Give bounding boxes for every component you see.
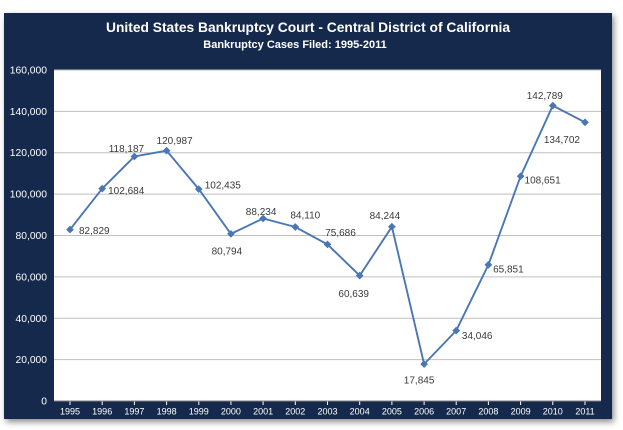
svg-text:160,000: 160,000	[10, 66, 47, 77]
svg-text:2011: 2011	[575, 407, 594, 417]
svg-text:2009: 2009	[511, 407, 531, 417]
svg-text:1998: 1998	[157, 407, 177, 417]
svg-text:80,794: 80,794	[212, 246, 243, 257]
svg-text:40,000: 40,000	[16, 314, 48, 325]
svg-text:2008: 2008	[478, 407, 498, 417]
svg-text:2002: 2002	[285, 407, 305, 417]
svg-text:102,435: 102,435	[205, 181, 242, 192]
svg-text:134,702: 134,702	[544, 135, 581, 146]
svg-text:2003: 2003	[317, 407, 337, 417]
svg-text:75,686: 75,686	[325, 228, 356, 239]
svg-text:2010: 2010	[543, 407, 563, 417]
svg-text:1999: 1999	[189, 407, 209, 417]
svg-text:108,651: 108,651	[525, 176, 562, 187]
svg-text:60,639: 60,639	[338, 289, 369, 300]
svg-text:2007: 2007	[446, 407, 466, 417]
svg-text:1995: 1995	[60, 407, 80, 417]
svg-text:142,789: 142,789	[527, 91, 564, 102]
svg-text:34,046: 34,046	[462, 331, 493, 342]
svg-text:100,000: 100,000	[10, 190, 47, 201]
svg-text:1997: 1997	[124, 407, 144, 417]
svg-text:118,187: 118,187	[109, 144, 145, 155]
svg-text:80,000: 80,000	[16, 231, 48, 242]
svg-text:120,000: 120,000	[10, 148, 47, 159]
svg-text:20,000: 20,000	[16, 355, 48, 366]
svg-text:2005: 2005	[382, 407, 402, 417]
svg-text:60,000: 60,000	[16, 272, 48, 283]
svg-text:84,244: 84,244	[370, 211, 401, 222]
svg-text:0: 0	[41, 397, 47, 408]
svg-text:2001: 2001	[253, 407, 273, 417]
svg-text:17,845: 17,845	[404, 376, 435, 387]
svg-text:120,987: 120,987	[157, 136, 194, 147]
svg-text:82,829: 82,829	[79, 226, 110, 237]
svg-text:2006: 2006	[414, 407, 434, 417]
svg-text:1996: 1996	[92, 407, 112, 417]
svg-text:2000: 2000	[221, 407, 241, 417]
svg-text:88,234: 88,234	[246, 207, 277, 218]
svg-text:2004: 2004	[350, 407, 370, 417]
svg-text:140,000: 140,000	[10, 107, 47, 118]
svg-text:65,851: 65,851	[493, 264, 524, 275]
svg-text:84,110: 84,110	[290, 211, 320, 222]
svg-text:102,684: 102,684	[108, 186, 145, 197]
